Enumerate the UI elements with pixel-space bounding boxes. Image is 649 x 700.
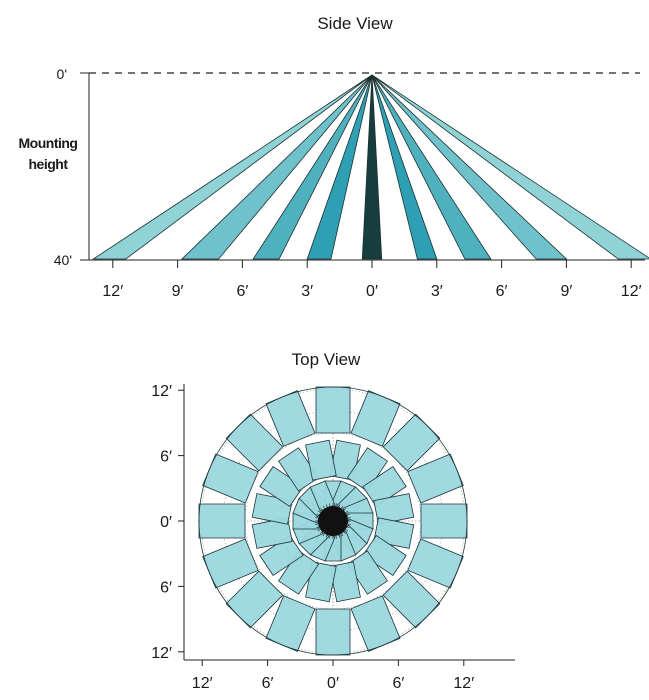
top-y-tick-label-1: 6′	[160, 449, 172, 466]
side-x-tick-label-0: 12′	[102, 283, 123, 300]
side-x-ticks: 12′ 9′ 6′ 3′ 0′ 3′ 6′ 9′ 12′	[102, 260, 641, 300]
top-zones	[199, 387, 467, 655]
outer-zone-4	[421, 504, 467, 538]
top-y-tick-label-0: 12′	[151, 383, 172, 400]
side-view: Side View Mounting height 0' 40' 12′ 9′ 6′…	[19, 14, 649, 300]
side-x-tick-label-4: 0′	[366, 283, 378, 300]
top-y-tick-label-3: 6′	[160, 579, 172, 596]
side-x-tick-label-6: 6′	[496, 283, 508, 300]
side-view-title: Side View	[317, 14, 393, 33]
side-x-tick-label-5: 3′	[431, 283, 443, 300]
mounting-label-line2: height	[29, 156, 69, 172]
top-x-tick-label-3: 6′	[392, 675, 404, 692]
outer-zone-8	[316, 609, 350, 655]
side-x-tick-label-8: 12′	[621, 283, 642, 300]
top-x-tick-label-1: 6′	[262, 675, 274, 692]
top-view-title: Top View	[292, 350, 361, 369]
y-top-label: 0'	[57, 66, 67, 82]
mounting-label-line1: Mounting	[19, 135, 78, 151]
top-x-tick-label-0: 12′	[192, 675, 213, 692]
outer-zone-0	[316, 387, 350, 433]
top-y-tick-label-2: 0′	[160, 514, 172, 531]
side-x-tick-label-1: 9′	[172, 283, 184, 300]
side-beams	[93, 75, 649, 259]
beam-wedge-2	[253, 75, 372, 259]
outer-zone-12	[199, 504, 245, 538]
y-bottom-label: 40'	[54, 252, 72, 268]
top-y-tick-label-4: 12′	[151, 645, 172, 662]
sensor-center	[318, 506, 348, 536]
top-x-tick-label-4: 12′	[453, 675, 474, 692]
side-x-tick-label-2: 6′	[236, 283, 248, 300]
side-x-tick-label-3: 3′	[301, 283, 313, 300]
beam-wedge-6	[372, 75, 491, 259]
top-view: Top View 12′ 6′ 0′ 6′ 12′ 12′ 6′ 0′ 6′ 12′	[151, 350, 515, 692]
side-x-tick-label-7: 9′	[560, 283, 572, 300]
top-x-tick-label-2: 0′	[327, 675, 339, 692]
